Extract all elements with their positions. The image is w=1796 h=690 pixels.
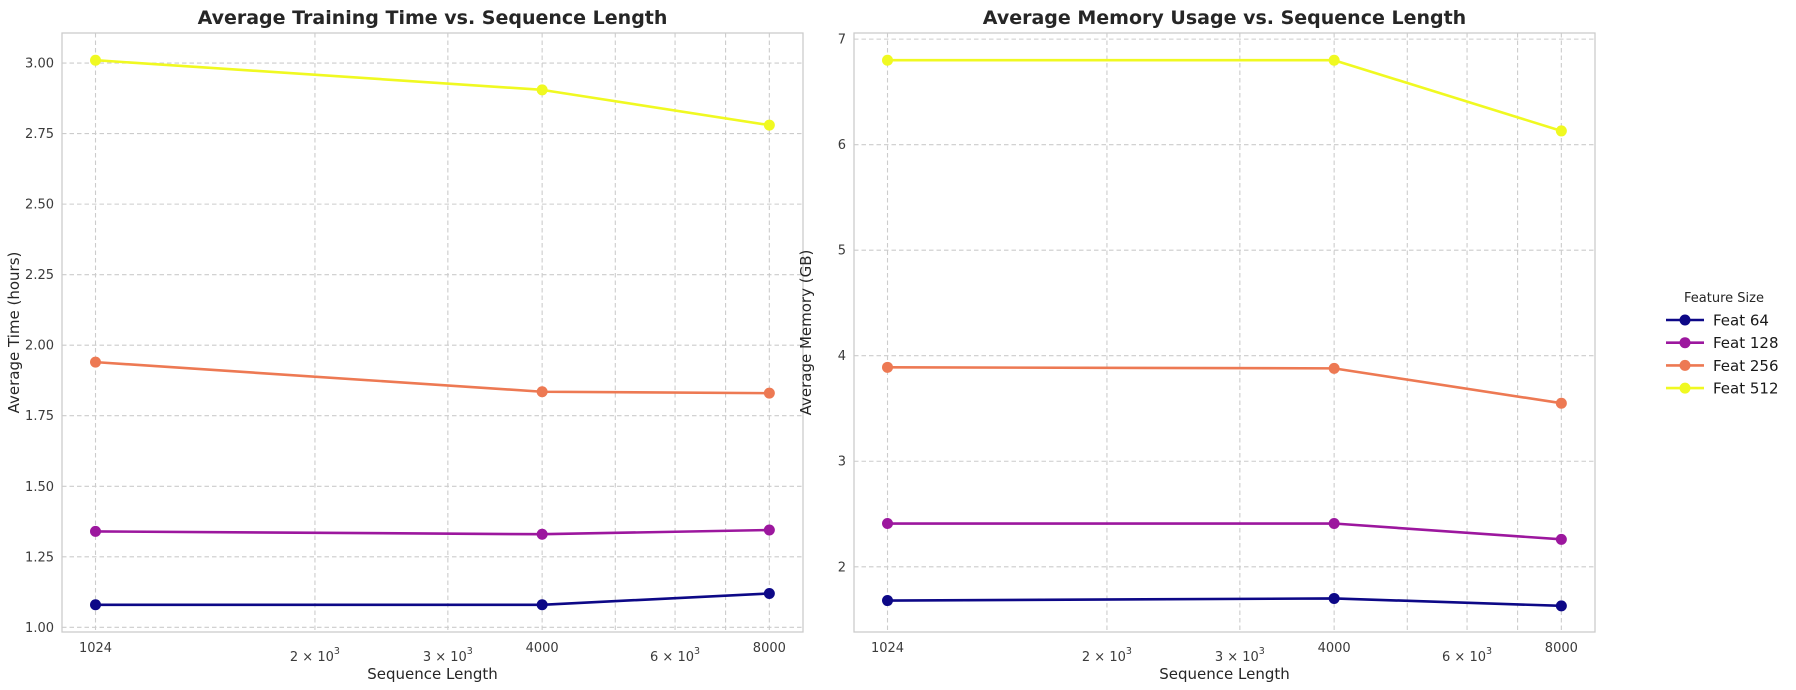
x-tick-label: 4000	[1318, 641, 1351, 656]
legend-marker	[1679, 382, 1691, 394]
chart-title: Average Memory Usage vs. Sequence Length	[983, 7, 1466, 29]
legend-item-feat-512: Feat 512	[1666, 380, 1779, 398]
y-tick-label: 4	[838, 349, 846, 364]
series-markers-feat-64	[90, 587, 775, 611]
data-point-feat-64	[536, 599, 548, 611]
data-point-feat-128	[1555, 533, 1567, 545]
x-tick-label: 8000	[1545, 641, 1578, 656]
series-line-feat-128	[94, 528, 771, 536]
legend-item-feat-256: Feat 256	[1666, 357, 1779, 375]
y-tick-label: 5	[838, 244, 846, 259]
series-line-feat-512	[886, 58, 1563, 133]
y-tick-label: 2	[838, 560, 846, 575]
data-point-feat-64	[90, 599, 102, 611]
y-tick-label: 7	[838, 33, 846, 48]
series-markers-feat-512	[882, 54, 1567, 137]
data-point-feat-256	[763, 387, 775, 399]
data-point-feat-64	[1328, 592, 1340, 604]
y-tick-label: 6	[838, 138, 846, 153]
x-axis-label: Sequence Length	[367, 665, 498, 683]
series-markers-feat-512	[90, 54, 775, 131]
series-line-feat-128	[886, 522, 1563, 541]
legend-item-label: Feat 64	[1713, 312, 1769, 330]
y-tick-label: 1.75	[25, 409, 54, 424]
data-point-feat-128	[1328, 518, 1340, 530]
series-line-feat-256	[94, 360, 771, 395]
series-line-feat-256	[886, 366, 1563, 405]
y-tick-label: 1.00	[25, 621, 54, 636]
series-markers-feat-128	[90, 524, 775, 540]
y-tick-label: 2.00	[25, 339, 54, 354]
legend-item-feat-128: Feat 128	[1666, 334, 1779, 352]
legend-item-label: Feat 512	[1713, 380, 1779, 398]
x-tick-label: 4000	[526, 641, 559, 656]
legend-marker	[1679, 359, 1691, 371]
y-axis-label: Average Memory (GB)	[797, 250, 815, 416]
data-point-feat-512	[90, 54, 102, 66]
legend-item-feat-64: Feat 64	[1666, 312, 1769, 330]
data-point-feat-256	[882, 361, 894, 373]
data-point-feat-512	[536, 84, 548, 96]
y-tick-label: 1.50	[25, 480, 54, 495]
data-point-feat-64	[1555, 600, 1567, 612]
legend-marker	[1679, 314, 1691, 326]
data-point-feat-64	[882, 595, 894, 607]
data-point-feat-128	[536, 528, 548, 540]
y-tick-label: 3.00	[25, 57, 54, 72]
data-point-feat-256	[90, 356, 102, 368]
x-tick-label-minor: 2 × 103	[290, 646, 340, 665]
series-markers-feat-256	[882, 361, 1567, 409]
y-tick-label: 2.50	[25, 198, 54, 213]
x-tick-label-minor: 3 × 103	[423, 646, 473, 665]
data-point-feat-256	[1555, 397, 1567, 409]
chart-training-time: 1.00 1.25 1.50 1.75 2.00 2.25 2.50 2.75 3.00 1024…	[5, 7, 804, 683]
y-tick-label: 1.25	[25, 550, 54, 565]
chart-title: Average Training Time vs. Sequence Lengt…	[198, 7, 668, 29]
x-tick-label-minor: 6 × 103	[650, 646, 700, 665]
plot-border	[61, 32, 804, 633]
x-axis-label: Sequence Length	[1159, 665, 1290, 683]
x-tick-label: 1024	[79, 641, 112, 656]
data-point-feat-512	[763, 119, 775, 131]
legend: Feature Size Feat 64 Feat 128 Feat 256 Feat …	[1666, 291, 1779, 398]
legend-item-label: Feat 256	[1713, 357, 1779, 375]
x-tick-label: 1024	[871, 641, 904, 656]
x-tick-label-minor: 6 × 103	[1442, 646, 1492, 665]
data-point-feat-512	[1555, 125, 1567, 137]
legend-item-label: Feat 128	[1713, 334, 1779, 352]
chart-memory-usage: 2 3 4 5 6 7 1024 2 × 103 3 × 103 4000 6 × 103 8000 A…	[797, 7, 1596, 683]
y-tick-label: 3	[838, 455, 846, 470]
series-markers-feat-256	[90, 356, 775, 399]
series-markers-feat-64	[882, 592, 1567, 612]
data-point-feat-256	[1328, 362, 1340, 374]
plot-border	[853, 32, 1596, 633]
legend-marker	[1679, 337, 1691, 349]
data-point-feat-128	[882, 518, 894, 530]
data-point-feat-128	[90, 525, 102, 537]
y-tick-label: 2.25	[25, 268, 54, 283]
x-tick-label: 8000	[753, 641, 786, 656]
data-point-feat-512	[1328, 54, 1340, 66]
data-point-feat-512	[882, 54, 894, 66]
legend-title: Feature Size	[1684, 291, 1764, 306]
y-tick-label: 2.75	[25, 127, 54, 142]
x-tick-label-minor: 2 × 103	[1082, 646, 1132, 665]
x-tick-label-minor: 3 × 103	[1215, 646, 1265, 665]
data-point-feat-256	[536, 386, 548, 398]
series-markers-feat-128	[882, 518, 1567, 545]
y-axis-label: Average Time (hours)	[5, 252, 23, 414]
series-line-feat-512	[94, 58, 771, 127]
data-point-feat-64	[763, 587, 775, 599]
series-line-feat-64	[94, 592, 771, 607]
series-line-feat-64	[886, 597, 1563, 608]
data-point-feat-128	[763, 524, 775, 536]
